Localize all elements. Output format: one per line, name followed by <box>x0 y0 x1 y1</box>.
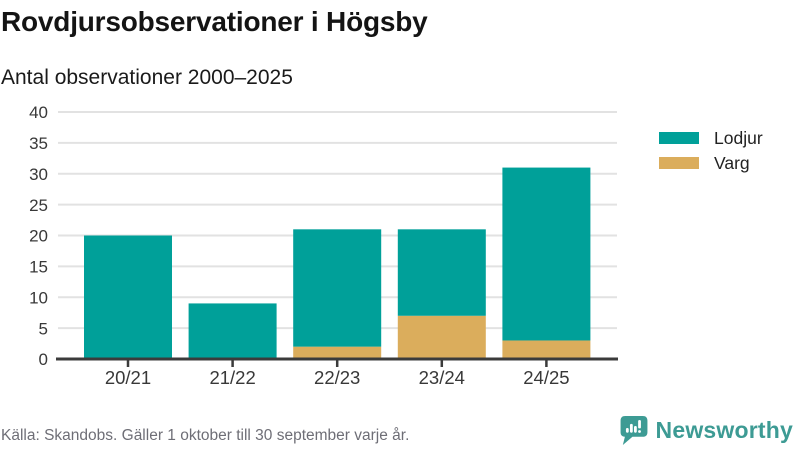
bar-segment-lodjur <box>502 167 591 341</box>
y-tick-label: 35 <box>29 134 48 153</box>
bar-segment-lodjur <box>84 235 172 359</box>
x-tick-label: 21/22 <box>209 367 255 388</box>
y-tick-label: 20 <box>29 227 48 246</box>
legend-label: Lodjur <box>714 128 763 148</box>
bar-segment-lodjur <box>293 229 382 347</box>
y-tick-label: 10 <box>29 288 48 307</box>
y-tick-label: 40 <box>29 103 48 122</box>
legend-swatch <box>659 132 699 144</box>
legend-item-lodjur: Lodjur <box>659 128 763 148</box>
x-tick-label: 20/21 <box>105 367 151 388</box>
legend: Lodjur Varg <box>659 128 763 173</box>
bar-segment-varg <box>293 346 382 359</box>
chart-subtitle: Antal observationer 2000–2025 <box>1 66 293 89</box>
bar-chart-speech-bubble-icon <box>620 416 647 445</box>
brand-name: Newsworthy <box>655 417 793 443</box>
bar-segment-lodjur <box>397 229 486 316</box>
y-tick-label: 30 <box>29 165 48 184</box>
source-note: Källa: Skandobs. Gäller 1 oktober till 3… <box>1 427 410 444</box>
legend-swatch <box>659 157 699 169</box>
bar-segment-varg <box>397 315 486 359</box>
bar-segment-lodjur <box>188 303 277 359</box>
newsworthy-logo: Newsworthy <box>619 415 793 446</box>
legend-item-varg: Varg <box>659 153 763 173</box>
y-tick-label: 0 <box>39 350 48 369</box>
x-tick-label: 24/25 <box>523 367 569 388</box>
y-tick-label: 5 <box>39 319 48 338</box>
x-tick-label: 22/23 <box>314 367 360 388</box>
bar-segment-varg <box>502 340 591 359</box>
legend-label: Varg <box>714 153 750 173</box>
x-tick-label: 23/24 <box>419 367 465 388</box>
y-tick-label: 15 <box>29 258 48 277</box>
page-title: Rovdjursobservationer i Högsby <box>1 6 428 37</box>
y-tick-label: 25 <box>29 196 48 215</box>
